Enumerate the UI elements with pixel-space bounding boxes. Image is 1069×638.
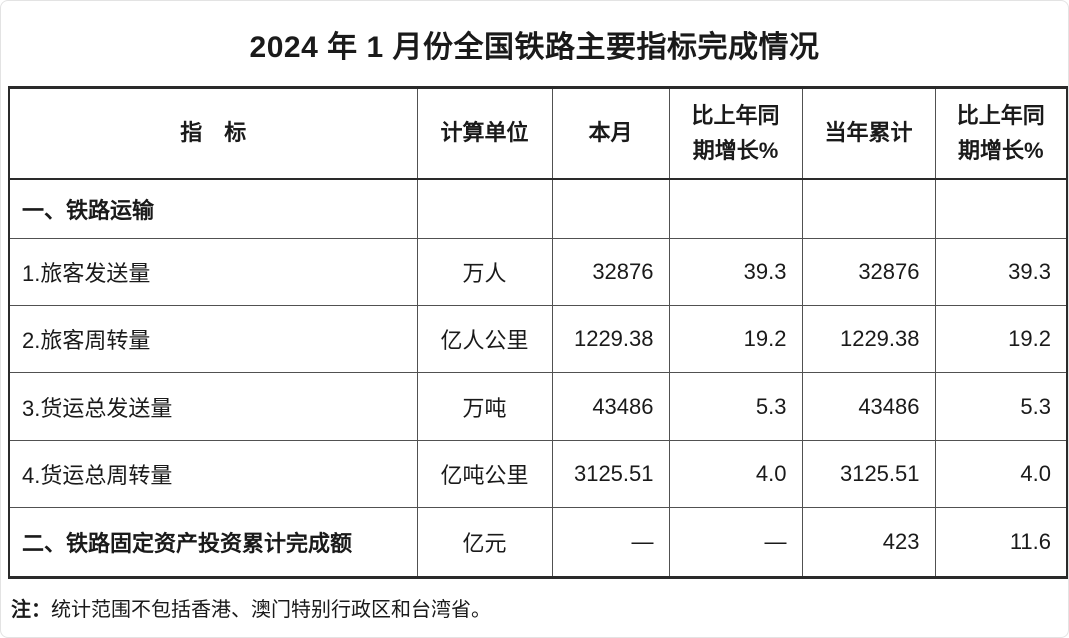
footnote-text: 统计范围不包括香港、澳门特别行政区和台湾省。 xyxy=(51,599,491,621)
cell-ytd: 3125.51 xyxy=(801,440,936,508)
header-label: 当年累计 xyxy=(824,120,913,146)
table-row: 3.货运总发送量 万吨 43486 5.3 43486 5.3 xyxy=(8,372,1068,441)
table-body: 一、铁路运输 1.旅客发送量 万人 32876 39.3 32876 39.3 2.旅客周转量… xyxy=(8,178,1068,578)
header-label: 计算单位 xyxy=(440,120,529,146)
cell-ytd_yoy: 19.2 xyxy=(934,305,1068,373)
header-label: 本月 xyxy=(588,120,633,146)
cell-indicator: 一、铁路运输 xyxy=(8,178,418,239)
cell-month: 43486 xyxy=(551,372,670,441)
cell-ytd: 423 xyxy=(801,507,936,578)
cell-ytd: 32876 xyxy=(801,238,936,306)
cell-unit: 亿元 xyxy=(416,507,553,578)
table-row: 一、铁路运输 xyxy=(8,178,1068,239)
cell-month: 3125.51 xyxy=(551,440,670,508)
cell-month_yoy: 39.3 xyxy=(668,238,803,306)
cell-ytd: 1229.38 xyxy=(801,305,936,373)
footnote: 注：统计范围不包括香港、澳门特别行政区和台湾省。 xyxy=(1,579,1068,624)
footnote-prefix: 注： xyxy=(11,599,51,621)
cell-month_yoy xyxy=(668,178,803,239)
header-label: 指 标 xyxy=(180,120,247,146)
cell-month: 1229.38 xyxy=(551,305,670,373)
cell-month_yoy: — xyxy=(668,507,803,578)
cell-indicator: 3.货运总发送量 xyxy=(8,372,418,441)
cell-indicator: 2.旅客周转量 xyxy=(8,305,418,373)
cell-month_yoy: 5.3 xyxy=(668,372,803,441)
header-cell-month: 本月 xyxy=(551,87,670,180)
header-cell-month_yoy: 比上年同期增长% xyxy=(668,87,803,180)
cell-unit: 万吨 xyxy=(416,372,553,441)
header-cell-unit: 计算单位 xyxy=(416,87,553,180)
cell-indicator: 1.旅客发送量 xyxy=(8,238,418,306)
header-cell-ytd: 当年累计 xyxy=(801,87,936,180)
cell-ytd_yoy: 5.3 xyxy=(934,372,1068,441)
header-cell-indicator: 指 标 xyxy=(8,87,418,180)
cell-unit: 万人 xyxy=(416,238,553,306)
table-header: 指 标 计算单位 本月 比上年同期增长% 当年累计 比上年同期增长% xyxy=(8,87,1068,180)
cell-month: 32876 xyxy=(551,238,670,306)
header-label: 比上年同期增长% xyxy=(956,102,1045,164)
cell-ytd_yoy: 4.0 xyxy=(934,440,1068,508)
cell-ytd xyxy=(801,178,936,239)
cell-unit xyxy=(416,178,553,239)
cell-month_yoy: 19.2 xyxy=(668,305,803,373)
cell-ytd_yoy: 11.6 xyxy=(934,507,1068,578)
cell-month: — xyxy=(551,507,670,578)
cell-month xyxy=(551,178,670,239)
statistics-table: 指 标 计算单位 本月 比上年同期增长% 当年累计 比上年同期增长% 一、铁路运输 1.旅客… xyxy=(8,86,1068,579)
cell-indicator: 4.货运总周转量 xyxy=(8,440,418,508)
header-row: 指 标 计算单位 本月 比上年同期增长% 当年累计 比上年同期增长% xyxy=(8,87,1068,180)
table-row: 2.旅客周转量 亿人公里 1229.38 19.2 1229.38 19.2 xyxy=(8,305,1068,373)
table-row: 二、铁路固定资产投资累计完成额 亿元 — —423 11.6 xyxy=(8,507,1068,578)
table-row: 1.旅客发送量 万人 32876 39.3 32876 39.3 xyxy=(8,238,1068,306)
header-cell-ytd_yoy: 比上年同期增长% xyxy=(934,87,1068,180)
cell-ytd_yoy: 39.3 xyxy=(934,238,1068,306)
header-label: 比上年同期增长% xyxy=(691,102,780,164)
title-bar: 2024 年 1 月份全国铁路主要指标完成情况 xyxy=(1,1,1068,86)
cell-indicator: 二、铁路固定资产投资累计完成额 xyxy=(8,507,418,578)
cell-unit: 亿吨公里 xyxy=(416,440,553,508)
page-title: 2024 年 1 月份全国铁路主要指标完成情况 xyxy=(249,30,820,64)
table-row: 4.货运总周转量 亿吨公里 3125.51 4.0 3125.51 4.0 xyxy=(8,440,1068,508)
cell-ytd_yoy xyxy=(934,178,1068,239)
cell-month_yoy: 4.0 xyxy=(668,440,803,508)
cell-unit: 亿人公里 xyxy=(416,305,553,373)
cell-ytd: 43486 xyxy=(801,372,936,441)
